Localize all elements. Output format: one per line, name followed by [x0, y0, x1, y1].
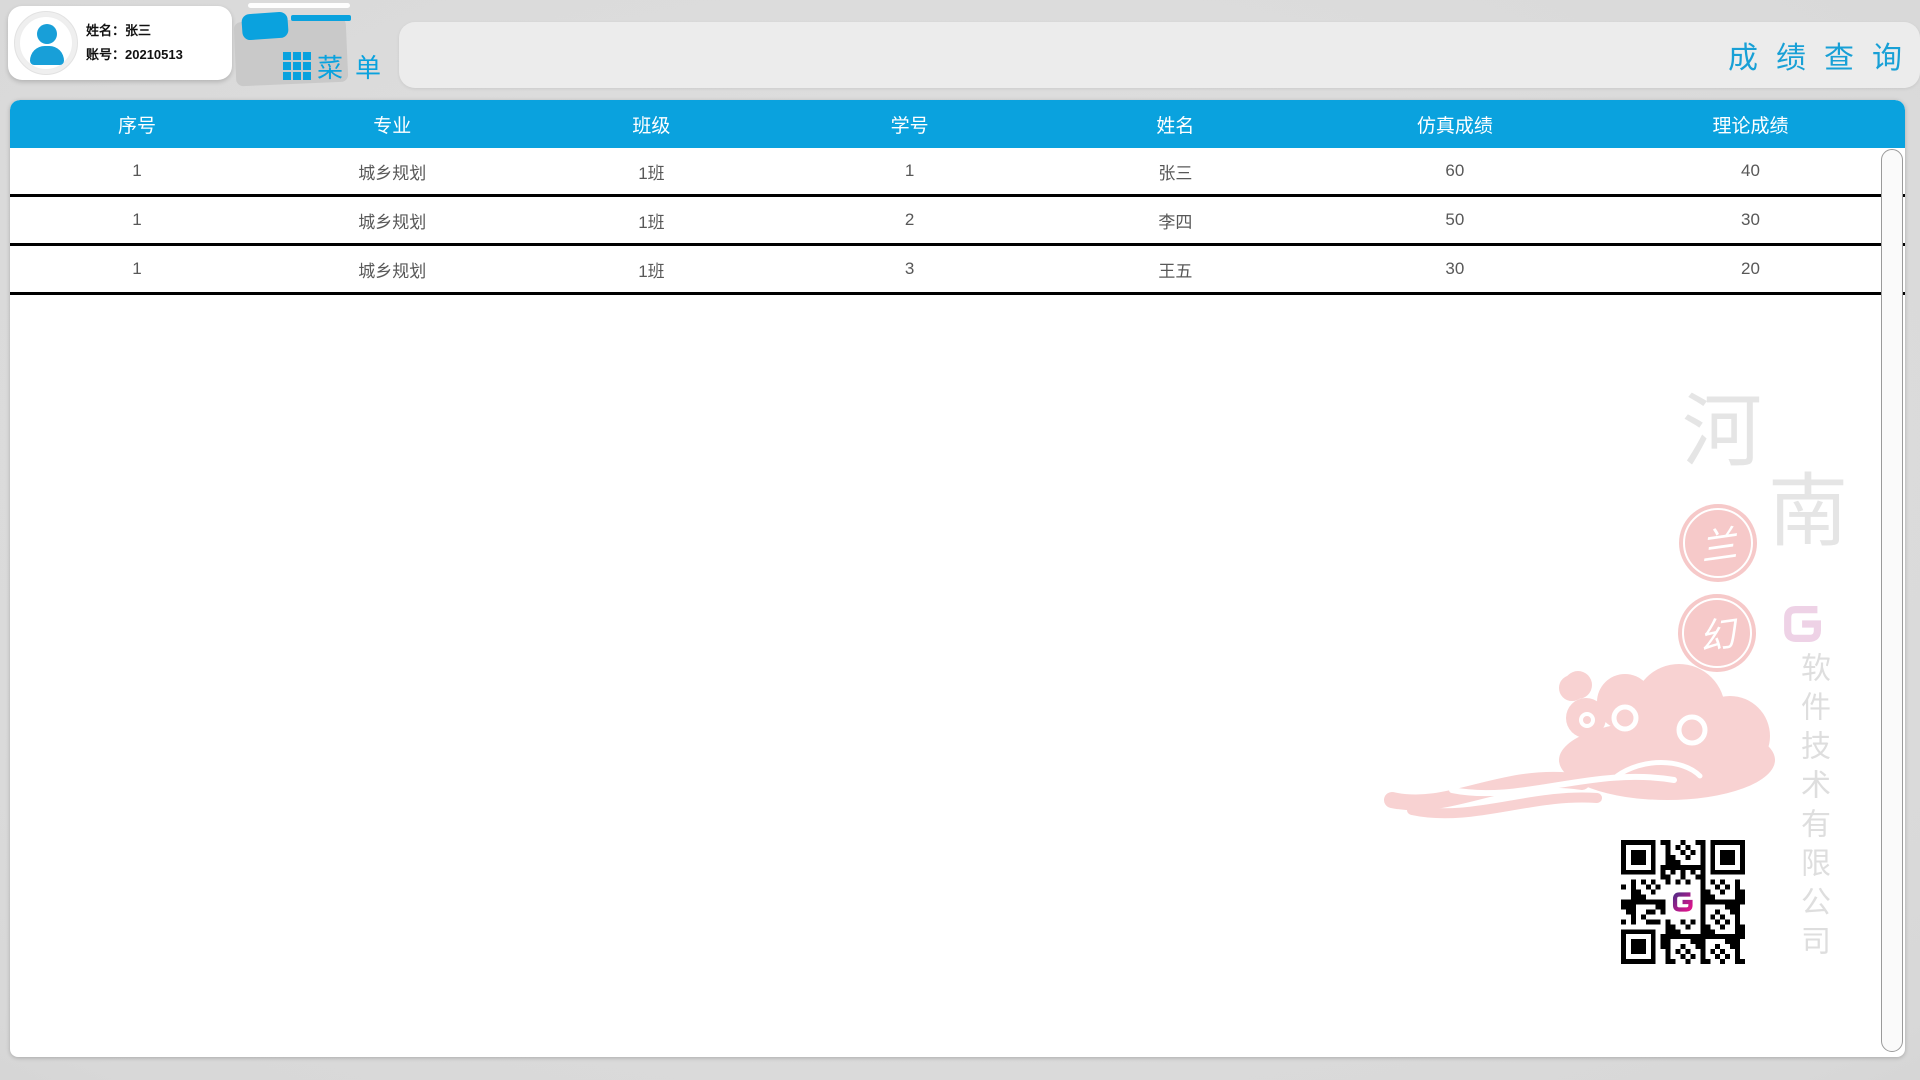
- table-cell: 2: [904, 210, 915, 229]
- header-cell: 仿真成绩: [1416, 115, 1493, 137]
- header-cell: 理论成绩: [1712, 115, 1789, 137]
- header-cell: 序号: [117, 115, 156, 137]
- user-card: 姓名：张三 账号：20210513: [8, 6, 232, 80]
- person-icon: [19, 16, 73, 70]
- table-cell: 城乡规划: [358, 163, 427, 183]
- grid-icon: [283, 52, 311, 80]
- watermark-seal-lan: 兰: [1679, 504, 1757, 582]
- user-name-label: 姓名：: [86, 23, 126, 38]
- table-row: 1 城乡规划 1班 3 王五 30 20: [10, 246, 1905, 295]
- qr-code: [1621, 840, 1745, 964]
- menu-accent-bar: [291, 15, 351, 21]
- header-cell: 专业: [373, 115, 412, 137]
- table-cell: 王五: [1158, 261, 1193, 281]
- table-cell: 50: [1445, 210, 1465, 229]
- lanhuan-logo-icon: [1784, 606, 1821, 642]
- person-icon-head: [37, 24, 57, 44]
- table-cell: 城乡规划: [358, 212, 427, 232]
- user-name-line: 姓名：张三: [86, 19, 183, 43]
- table-cell: 1班: [638, 212, 665, 232]
- table-cell: 1: [132, 210, 142, 229]
- table-cell: 40: [1741, 161, 1760, 180]
- title-bar: 成绩查询: [399, 22, 1920, 88]
- menu-folder-tab: [241, 11, 289, 41]
- person-icon-body: [30, 46, 64, 65]
- watermark-region-char-1: 河: [1682, 385, 1762, 478]
- table-body: 1 城乡规划 1班 1 张三 60 40 1 城乡规划 1班 2 李四 50 30 1 城乡规划 1班 3 王五 30…: [10, 148, 1905, 295]
- qr-center-logo: [1666, 885, 1700, 919]
- user-account-line: 账号：20210513: [86, 43, 183, 67]
- watermark-region-char-2: 南: [1768, 465, 1848, 558]
- auspicious-cloud-icon: [1384, 664, 1775, 819]
- table-cell: 李四: [1158, 212, 1193, 232]
- header-cell: 姓名: [1156, 115, 1195, 137]
- top-accent-strip: [248, 3, 350, 8]
- table-cell: 30: [1741, 210, 1760, 229]
- table-cell: 1班: [638, 163, 665, 183]
- table-cell: 张三: [1158, 163, 1193, 183]
- table-cell: 1班: [638, 261, 665, 281]
- page-title: 成绩查询: [1728, 42, 1920, 75]
- table-cell: 城乡规划: [358, 261, 427, 281]
- watermark-seal-huan: 幻: [1678, 594, 1756, 672]
- results-table: 序号 专业 班级 学号 姓名 仿真成绩 理论成绩 1 城乡规划 1班 1 张三 60 40 1 城乡规划 1班…: [10, 100, 1905, 1057]
- menu-label: 菜单: [317, 53, 394, 83]
- menu-button[interactable]: 菜单: [233, 10, 409, 90]
- table-cell: 1: [904, 161, 915, 180]
- table-cell: 1: [132, 161, 142, 180]
- table-header-row: 序号 专业 班级 学号 姓名 仿真成绩 理论成绩: [10, 100, 1905, 148]
- table-cell: 30: [1445, 259, 1465, 278]
- table-cell: 60: [1445, 161, 1465, 180]
- watermark-company-name: 软件技术有限公司: [1795, 652, 1830, 964]
- header-cell: 班级: [632, 115, 671, 137]
- user-account-label: 账号：: [86, 47, 126, 62]
- header-cell: 学号: [890, 115, 929, 137]
- vertical-scrollbar[interactable]: [1881, 149, 1903, 1052]
- avatar: [14, 11, 78, 75]
- user-account-value: 20210513: [125, 47, 183, 62]
- user-name-value: 张三: [125, 23, 152, 38]
- table-row: 1 城乡规划 1班 2 李四 50 30: [10, 197, 1905, 246]
- table-row: 1 城乡规划 1班 1 张三 60 40: [10, 148, 1905, 197]
- table-cell: 20: [1741, 259, 1760, 278]
- table-cell: 3: [904, 259, 915, 278]
- table-cell: 1: [132, 259, 142, 278]
